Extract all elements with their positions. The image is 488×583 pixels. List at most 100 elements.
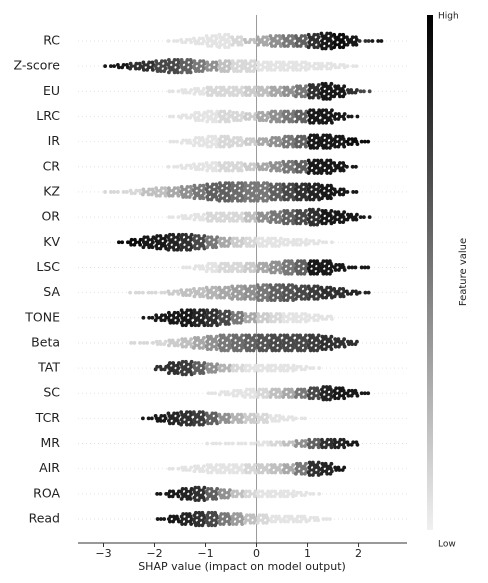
dot bbox=[198, 294, 203, 299]
dot bbox=[299, 296, 304, 301]
dot bbox=[235, 348, 240, 353]
dot bbox=[307, 95, 312, 100]
dot bbox=[150, 245, 155, 250]
dot bbox=[257, 218, 262, 223]
dot bbox=[312, 241, 317, 246]
dot bbox=[230, 269, 235, 274]
dot bbox=[108, 64, 113, 69]
dot bbox=[247, 494, 252, 499]
dot bbox=[330, 317, 334, 321]
dot bbox=[252, 395, 256, 399]
dot bbox=[166, 39, 171, 43]
dot bbox=[338, 168, 343, 173]
dot bbox=[188, 247, 193, 252]
dot bbox=[248, 198, 253, 203]
dot bbox=[167, 215, 172, 220]
dot bbox=[184, 195, 189, 199]
dot bbox=[219, 69, 224, 74]
dot bbox=[333, 445, 338, 450]
dot bbox=[206, 295, 211, 300]
dot bbox=[312, 145, 316, 150]
dot bbox=[256, 420, 261, 425]
dot bbox=[257, 142, 262, 147]
dot bbox=[187, 216, 192, 221]
dot bbox=[265, 494, 270, 499]
feature-label: Z-score bbox=[14, 58, 61, 73]
dot bbox=[345, 164, 349, 169]
dot bbox=[311, 120, 316, 125]
dot bbox=[279, 197, 283, 202]
dot bbox=[337, 468, 342, 472]
dot bbox=[291, 242, 296, 247]
dot bbox=[256, 494, 261, 499]
dot bbox=[184, 90, 189, 95]
dot bbox=[279, 93, 283, 97]
dot bbox=[270, 470, 274, 475]
dot bbox=[270, 244, 275, 248]
dot bbox=[266, 470, 271, 475]
dot bbox=[146, 192, 151, 197]
dot bbox=[315, 318, 320, 323]
dot bbox=[257, 118, 262, 123]
dot bbox=[193, 41, 198, 46]
dot bbox=[289, 348, 294, 353]
dot bbox=[179, 422, 184, 427]
dot bbox=[328, 171, 333, 175]
dot bbox=[189, 522, 194, 526]
dot bbox=[332, 45, 337, 50]
dot bbox=[270, 44, 274, 48]
dot bbox=[307, 445, 312, 450]
dot bbox=[298, 144, 303, 149]
dot bbox=[277, 143, 282, 148]
dot bbox=[333, 117, 338, 121]
dot bbox=[209, 197, 214, 202]
dot bbox=[234, 218, 239, 223]
dot bbox=[304, 221, 308, 226]
dot bbox=[141, 245, 146, 250]
dot bbox=[330, 240, 334, 245]
dot bbox=[184, 293, 189, 297]
dot bbox=[172, 343, 177, 348]
dot bbox=[238, 348, 243, 353]
dot bbox=[282, 242, 287, 247]
dot bbox=[353, 90, 358, 95]
dot bbox=[249, 420, 254, 425]
dot bbox=[300, 119, 305, 124]
x-tick-label: 1 bbox=[304, 547, 311, 560]
dot bbox=[219, 495, 224, 500]
dot bbox=[333, 65, 338, 70]
dot bbox=[270, 419, 275, 423]
dot bbox=[282, 169, 287, 174]
dot bbox=[171, 519, 176, 524]
x-tick-label: −1 bbox=[197, 547, 213, 560]
dot bbox=[158, 69, 163, 74]
dot bbox=[205, 441, 210, 446]
dot bbox=[286, 169, 290, 174]
dot bbox=[185, 496, 190, 501]
dot bbox=[225, 495, 230, 500]
dot bbox=[193, 246, 198, 251]
dot bbox=[328, 96, 332, 101]
dot bbox=[282, 470, 287, 475]
dot bbox=[247, 142, 252, 147]
dot bbox=[227, 470, 232, 475]
dot bbox=[201, 91, 206, 96]
dot bbox=[231, 393, 236, 398]
dot bbox=[149, 290, 154, 295]
dot bbox=[323, 221, 328, 226]
feature-label: MR bbox=[41, 435, 61, 450]
dot bbox=[336, 117, 341, 121]
dot bbox=[321, 96, 326, 101]
dot bbox=[180, 344, 185, 349]
dot bbox=[262, 420, 266, 425]
dot bbox=[205, 245, 210, 250]
dot bbox=[260, 93, 265, 97]
dot bbox=[172, 39, 177, 43]
dot bbox=[307, 518, 312, 523]
dot bbox=[312, 318, 317, 323]
dot bbox=[166, 247, 171, 252]
dot bbox=[223, 441, 228, 446]
dot bbox=[252, 441, 257, 446]
dot bbox=[214, 441, 219, 446]
dot bbox=[188, 115, 193, 120]
